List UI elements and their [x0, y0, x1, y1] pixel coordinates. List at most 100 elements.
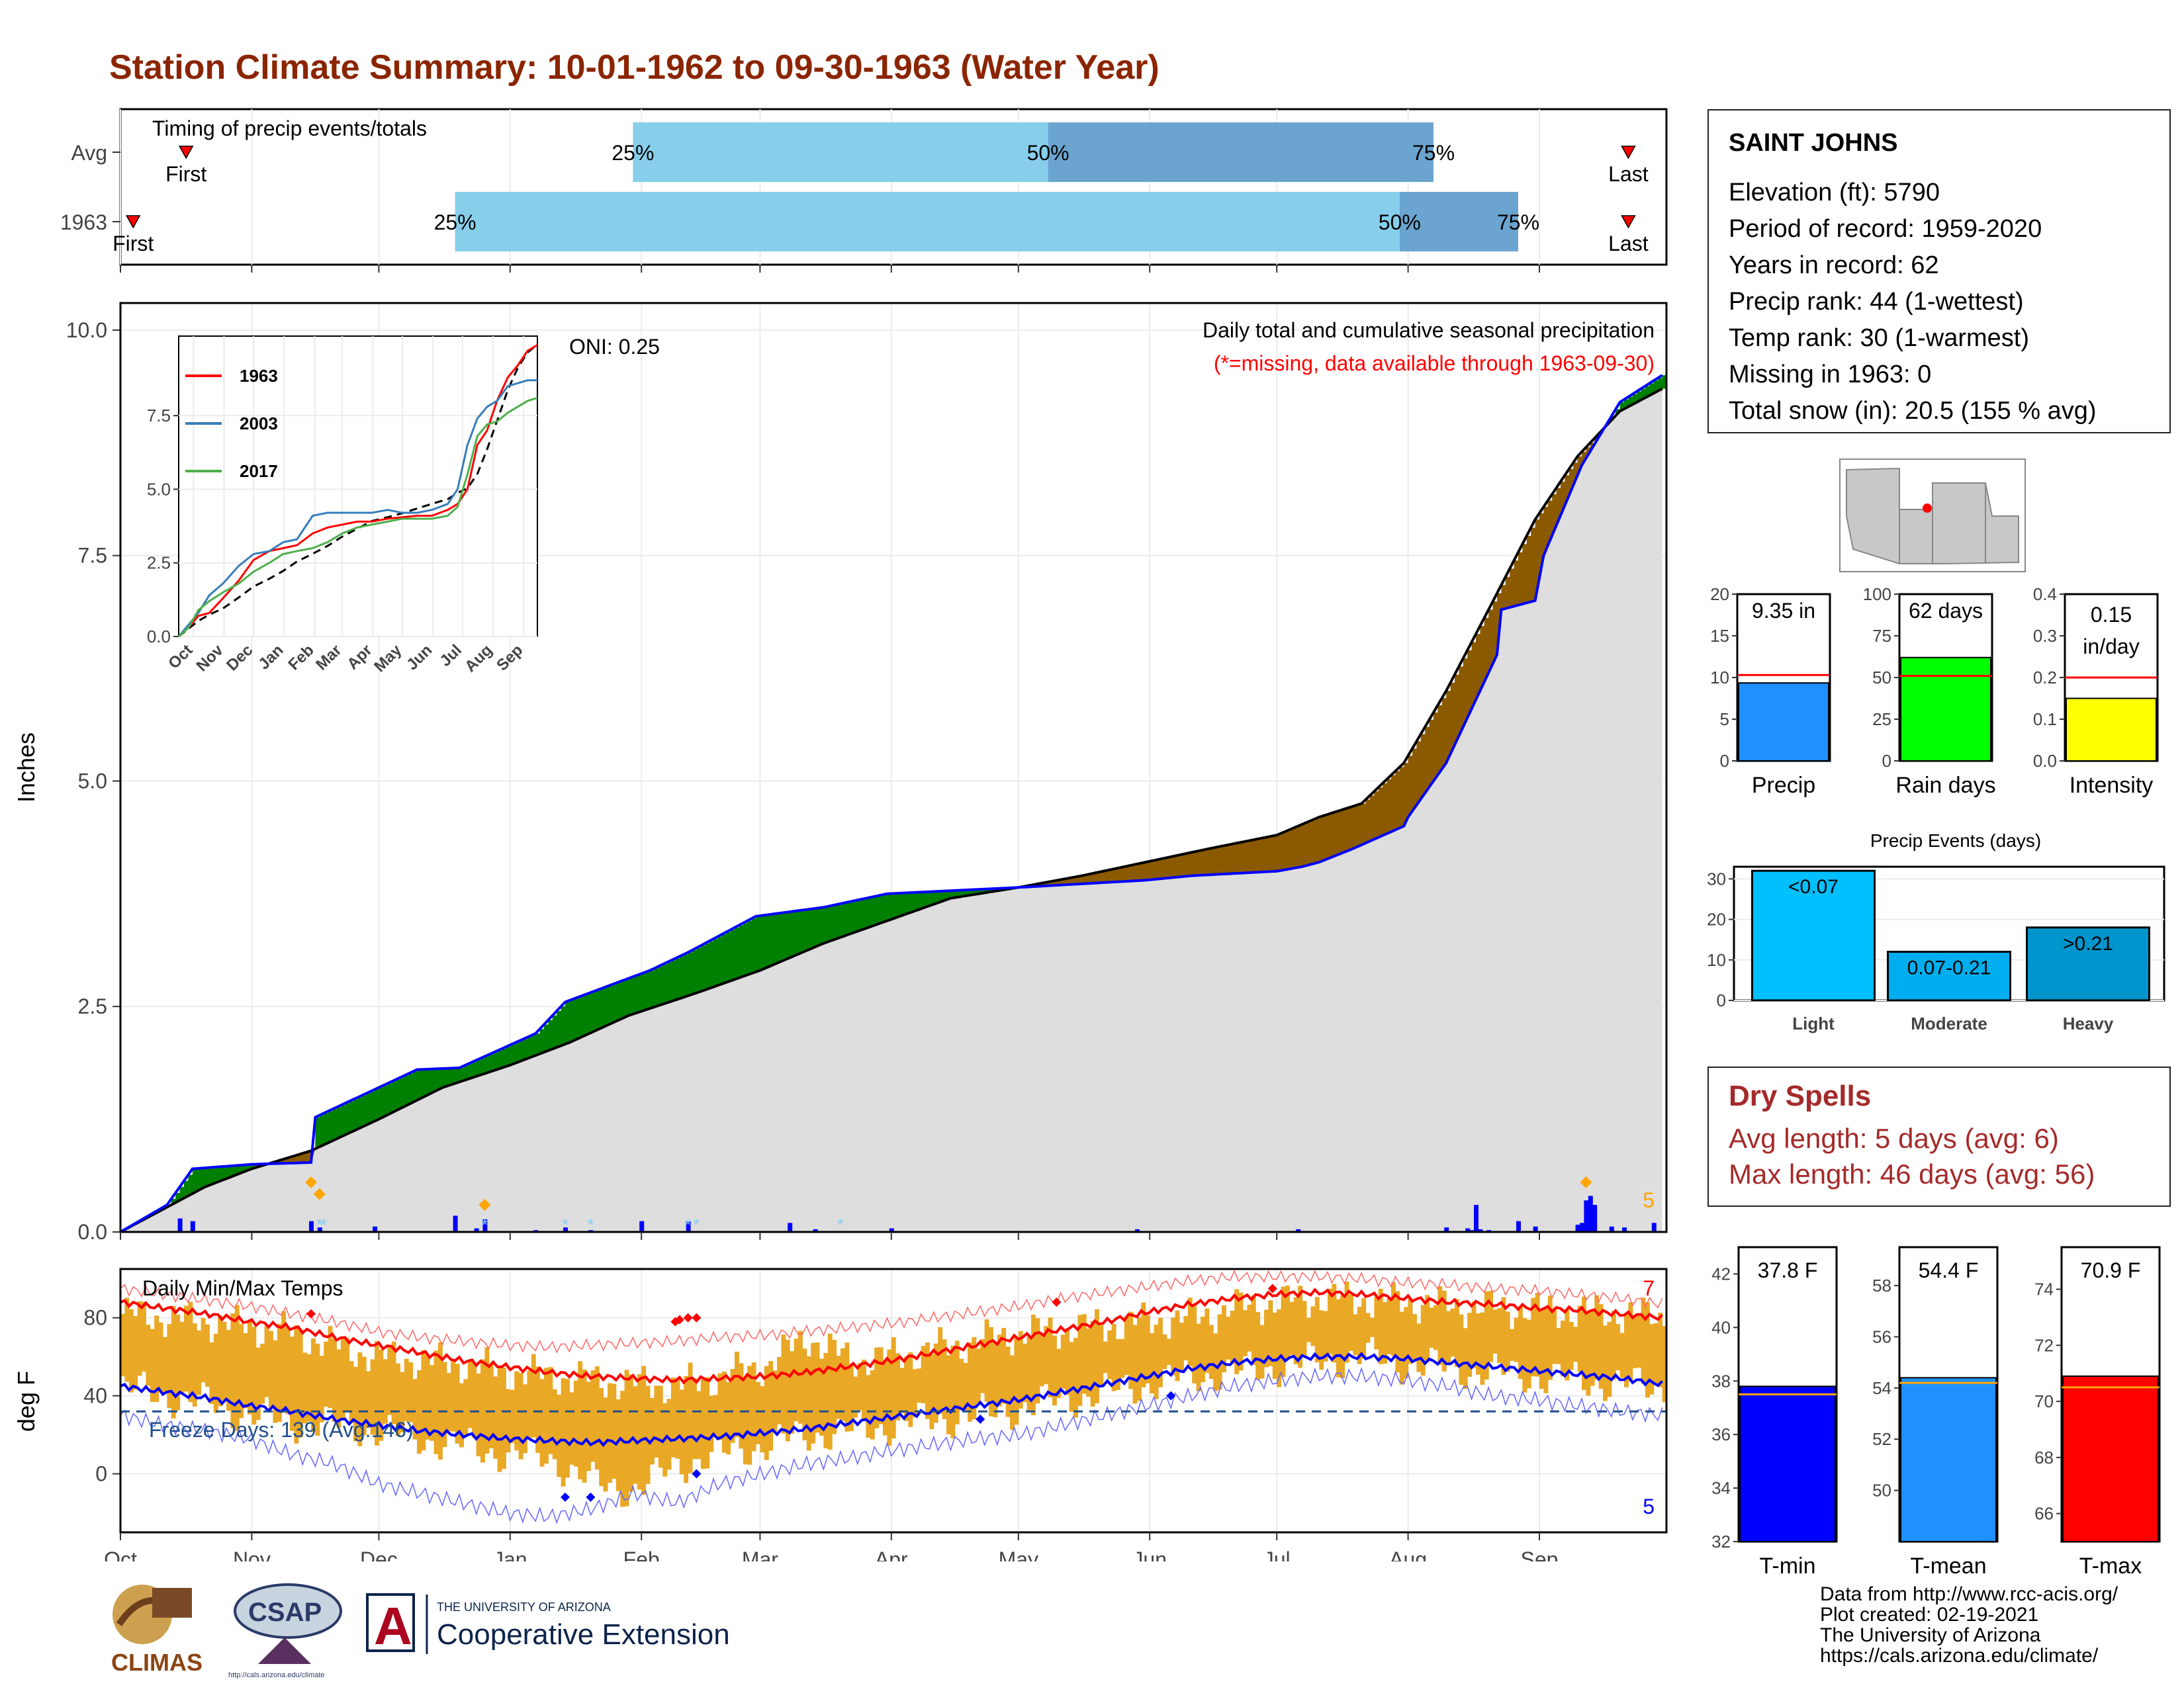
- daily-temp-bar: [608, 1383, 612, 1483]
- daily-temp-bar: [1497, 1308, 1502, 1363]
- station-temp-rank: Temp rank: 30 (1-warmest): [1729, 320, 2150, 357]
- departure-fill: [844, 902, 849, 936]
- footer-line: https://cals.arizona.edu/climate/: [1820, 1645, 2118, 1666]
- daily-temp-bar: [1197, 1324, 1201, 1391]
- departure-fill: [1285, 832, 1290, 870]
- precip-events-chart: Precip Events (days)0102030<0.07Light0.0…: [1707, 830, 2164, 1033]
- departure-fill: [1201, 850, 1205, 875]
- departure-fill: [387, 1084, 392, 1116]
- daily-temp-bar: [260, 1344, 265, 1404]
- departure-fill: [1522, 544, 1527, 604]
- svg-text:Cooperative Extension: Cooperative Extension: [437, 1618, 730, 1651]
- month-label: Sep: [1521, 1548, 1559, 1561]
- daily-temp-bar: [1091, 1321, 1095, 1407]
- daily-precip-bar: [1584, 1200, 1588, 1232]
- departure-fill: [1336, 812, 1341, 855]
- departure-fill: [629, 979, 633, 1016]
- daily-temp-bar: [269, 1331, 273, 1409]
- events-category: Moderate: [1911, 1014, 1987, 1033]
- temp-tick: 34: [1711, 1478, 1731, 1498]
- daily-temp-bar: [1569, 1322, 1574, 1370]
- daily-temp-bar: [701, 1379, 705, 1469]
- timing-marker-label: Last: [1608, 162, 1649, 186]
- departure-fill: [1247, 841, 1251, 873]
- departure-fill: [841, 904, 845, 938]
- departure-fill: [1328, 814, 1332, 859]
- departure-fill: [1103, 871, 1108, 883]
- daily-temp-bar: [929, 1354, 934, 1430]
- departure-fill: [590, 992, 595, 1033]
- departure-fill: [680, 956, 684, 998]
- departure-fill: [1133, 865, 1138, 881]
- departure-fill: [1281, 834, 1286, 871]
- daily-temp-bar: [675, 1379, 680, 1459]
- daily-temp-bar: [1557, 1328, 1561, 1364]
- timing-bar-50-75: [1048, 122, 1433, 182]
- daily-temp-bar: [222, 1322, 227, 1401]
- month-label: Feb: [623, 1548, 660, 1561]
- departure-fill: [1294, 828, 1298, 868]
- daily-temp-bar: [477, 1374, 481, 1456]
- mini-value-label: 0.15: [2091, 603, 2132, 627]
- daily-temp-bar: [519, 1373, 523, 1459]
- departure-fill: [650, 971, 655, 1009]
- departure-fill: [1268, 837, 1273, 872]
- departure-fill: [1400, 767, 1404, 828]
- departure-fill: [1370, 795, 1375, 841]
- departure-fill: [735, 928, 739, 979]
- daily-temp-bar: [1205, 1309, 1209, 1374]
- departure-fill: [837, 904, 841, 939]
- daily-temp-bar: [891, 1337, 896, 1438]
- record-max-count: 7: [1643, 1276, 1655, 1300]
- daily-temp-bar: [1302, 1301, 1307, 1355]
- departure-fill: [1273, 836, 1277, 872]
- daily-temp-bar: [1586, 1311, 1590, 1396]
- daily-temp-bar: [1552, 1308, 1557, 1364]
- daily-temp-bar: [1035, 1318, 1040, 1403]
- departure-fill: [731, 930, 735, 981]
- departure-fill: [586, 994, 591, 1035]
- mini-tick: 15: [1710, 626, 1729, 646]
- station-name: SAINT JOHNS: [1729, 129, 2150, 157]
- temps-y-label: deg F: [13, 1371, 40, 1432]
- departure-fill: [794, 911, 799, 956]
- daily-temp-bar: [1416, 1323, 1421, 1372]
- daily-temp-bar: [1654, 1323, 1659, 1385]
- daily-temp-bar: [544, 1368, 549, 1464]
- departure-fill: [1146, 862, 1150, 880]
- departure-fill: [709, 941, 714, 988]
- inset-y-tick: 0.0: [147, 627, 171, 646]
- daily-temp-bar: [1366, 1313, 1371, 1342]
- departure-fill: [1179, 855, 1184, 877]
- daily-temp-bar: [540, 1379, 545, 1466]
- daily-temp-bar: [421, 1350, 426, 1451]
- y-tick-label: 80: [83, 1306, 107, 1330]
- timing-bar-25-50: [633, 122, 1048, 182]
- mini-tick: 0.1: [2033, 709, 2057, 729]
- mini-tick: 50: [1872, 668, 1891, 687]
- temp-value-bar: [1901, 1378, 1996, 1542]
- daily-temp-bar: [349, 1361, 354, 1423]
- departure-fill: [413, 1072, 418, 1103]
- departure-fill: [862, 899, 866, 930]
- daily-temp-bar: [1603, 1326, 1608, 1401]
- events-tick: 0: [1717, 990, 1726, 1010]
- daily-temp-bar: [1446, 1311, 1451, 1364]
- daily-precip-bar: [639, 1221, 644, 1232]
- events-category: Heavy: [2063, 1014, 2114, 1033]
- daily-temp-bar: [248, 1321, 252, 1415]
- daily-temp-bar: [417, 1370, 422, 1454]
- daily-temp-bar: [650, 1398, 655, 1464]
- mini-tick: 75: [1872, 626, 1891, 646]
- daily-temp-bar: [1315, 1297, 1320, 1362]
- month-label: Oct: [104, 1548, 137, 1561]
- daily-temp-bar: [1459, 1315, 1463, 1385]
- departure-fill: [1154, 860, 1159, 879]
- departure-fill: [336, 1108, 341, 1139]
- temp-tick: 36: [1711, 1424, 1731, 1444]
- daily-temp-bar: [1620, 1333, 1625, 1378]
- departure-fill: [1222, 846, 1226, 874]
- departure-fill: [726, 932, 731, 983]
- departure-fill: [692, 950, 697, 994]
